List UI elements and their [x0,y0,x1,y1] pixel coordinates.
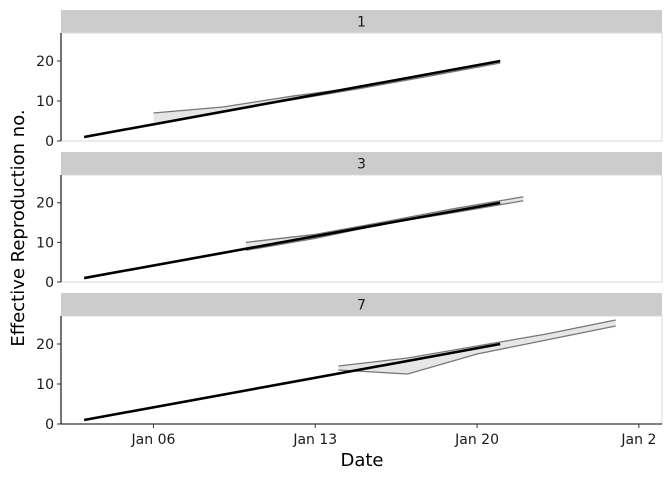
truth-line [83,201,501,280]
panel-7: 7 0 10 20 [36,293,663,433]
estimate-upper-line [153,60,501,114]
y-tick-label: 0 [45,134,54,150]
x-axis-title: Date [340,450,383,471]
strip-background [61,10,662,33]
y-tick-label: 20 [36,337,54,353]
estimate-lower-line [245,200,524,251]
y-tick-label: 20 [36,196,54,212]
strip-background [61,152,662,175]
strip-label: 3 [357,157,366,173]
y-tick-label: 0 [45,275,54,291]
estimate-upper-line [245,196,524,244]
estimate-upper-line [338,319,616,367]
y-tick-label: 10 [36,94,54,110]
y-tick-label: 20 [36,54,54,70]
x-axis: Jan 06 Jan 13 Jan 20 Jan 2 [61,423,662,448]
panel-3: 3 0 10 20 [36,152,663,291]
strip-label: 1 [357,15,366,31]
y-tick-label: 10 [36,377,54,393]
x-tick-label: Jan 2 [620,432,656,448]
truth-line [83,59,501,139]
y-axis-title: Effective Reproduction no. [8,109,29,346]
x-tick-label: Jan 20 [454,432,499,448]
y-tick-label: 0 [45,417,54,433]
y-tick-label: 10 [36,235,54,251]
strip-label: 7 [357,298,366,314]
x-tick-label: Jan 06 [131,432,176,448]
x-tick-label: Jan 13 [292,432,337,448]
estimate-lower-line [338,325,616,375]
truth-line [83,342,501,422]
strip-background [61,293,662,316]
